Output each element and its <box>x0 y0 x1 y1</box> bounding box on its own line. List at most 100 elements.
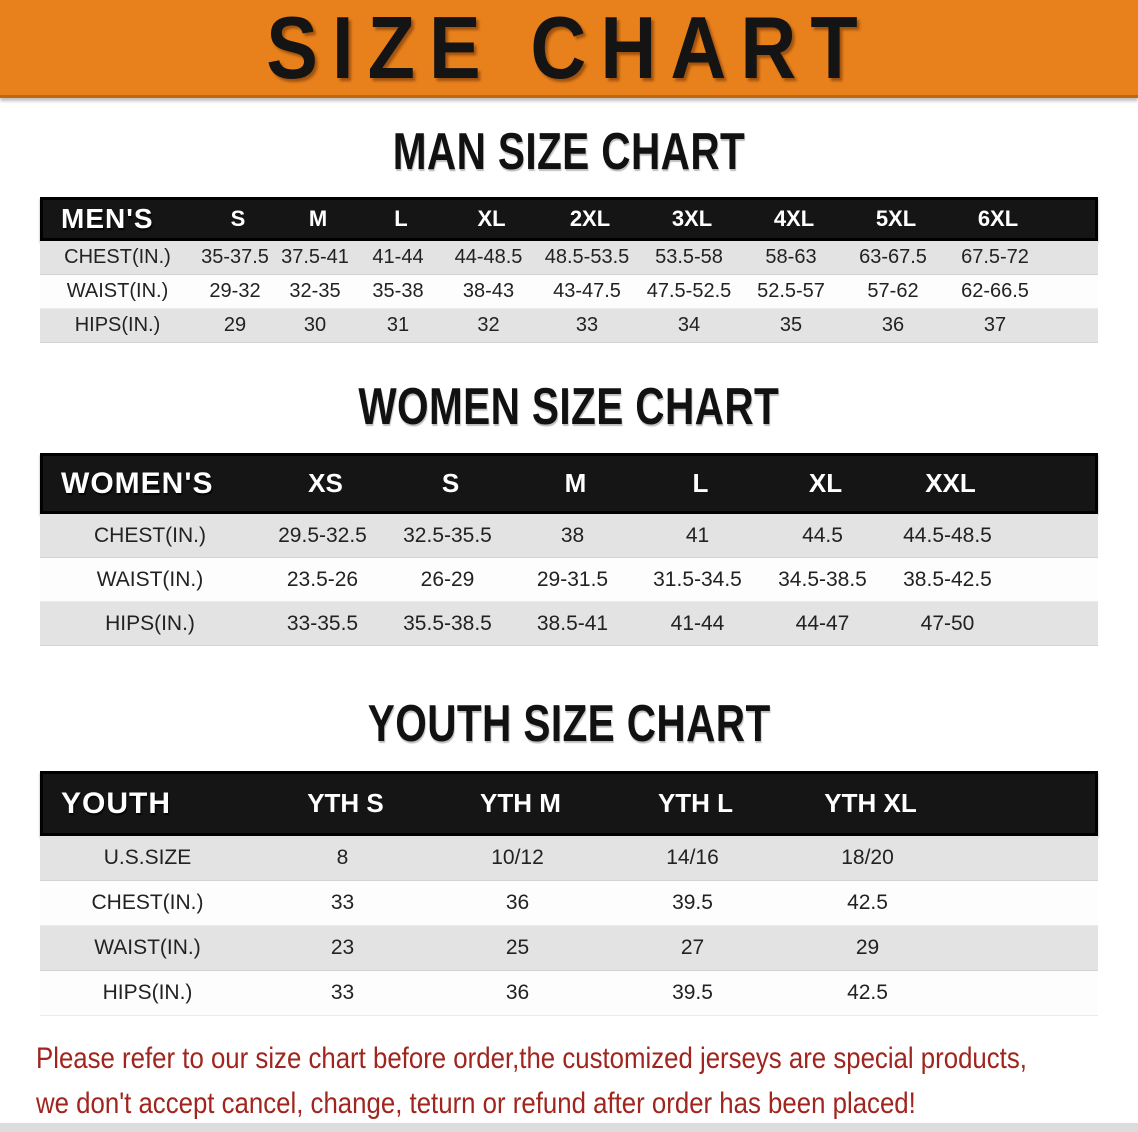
men-size-column-header: 4XL <box>773 206 815 231</box>
men-table-row: WAIST(IN.) 29-32 32-35 35-38 38-43 43-47.5 47.… <box>40 275 1098 309</box>
women-section-heading-text: WOMEN SIZE CHART <box>358 378 780 436</box>
youth-size-value: 10/12 <box>491 846 544 869</box>
men-table-header-row: MEN'S S M L XL 2XL 3XL 4XL 5XL 6XL <box>40 197 1098 241</box>
youth-size-value: 39.5 <box>672 981 713 1004</box>
men-size-value: 38-43 <box>462 280 515 302</box>
youth-table-header-row: YOUTH YTH S YTH M YTH L YTH XL <box>40 771 1098 836</box>
youth-table-row: HIPS(IN.) 33 36 39.5 42.5 <box>40 971 1098 1016</box>
women-size-column-header: XL <box>808 468 843 498</box>
women-size-value: 38.5-42.5 <box>903 567 992 591</box>
men-size-value: 30 <box>303 314 327 336</box>
youth-size-value: 29 <box>855 936 880 959</box>
notice-line-2: we don't accept cancel, change, teturn o… <box>36 1081 1128 1126</box>
men-size-value: 67.5-72 <box>961 246 1029 268</box>
women-size-table: WOMEN'S XS S M L XL XXL CHEST(IN.) 29.5-32.5 32.5… <box>40 453 1098 646</box>
men-size-value: 37.5-41 <box>281 246 349 268</box>
banner-title: SIZE CHART <box>266 0 872 97</box>
youth-size-value: 18/20 <box>841 846 894 869</box>
women-table-header-row: WOMEN'S XS S M L XL XXL <box>40 453 1098 514</box>
women-size-value: 44.5 <box>802 523 843 547</box>
youth-table-row: WAIST(IN.) 23 25 27 29 <box>40 926 1098 971</box>
women-size-column-header: XXL <box>925 468 976 498</box>
women-size-column-header: XS <box>308 468 343 498</box>
men-size-column-header: 3XL <box>671 206 713 231</box>
youth-size-value: 14/16 <box>666 846 719 869</box>
men-row-label: HIPS(IN.) <box>74 314 161 336</box>
youth-size-value: 36 <box>505 981 530 1004</box>
youth-size-value: 42.5 <box>847 981 888 1004</box>
women-size-value: 33-35.5 <box>286 611 359 635</box>
men-size-value: 34 <box>677 314 701 336</box>
men-table-row: CHEST(IN.) 35-37.5 37.5-41 41-44 44-48.5 48.5… <box>40 241 1098 275</box>
men-size-value: 35 <box>779 314 803 336</box>
men-size-value: 53.5-58 <box>655 246 723 268</box>
footer-notice: Please refer to our size chart before or… <box>36 1036 1128 1126</box>
men-size-value: 52.5-57 <box>757 280 825 302</box>
women-size-column-header: S <box>441 468 460 498</box>
men-size-value: 32-35 <box>289 280 341 302</box>
men-size-value: 32 <box>477 314 500 336</box>
women-section-heading: WOMEN SIZE CHART <box>0 377 1138 437</box>
men-size-value: 47.5-52.5 <box>646 280 732 302</box>
youth-size-value: 8 <box>336 846 349 869</box>
women-size-value: 44.5-48.5 <box>903 523 992 547</box>
women-size-value: 29-31.5 <box>536 567 609 591</box>
men-size-column-header: 2XL <box>569 206 611 231</box>
notice-line-2-text: we don't accept cancel, change, teturn o… <box>36 1087 916 1120</box>
women-size-value: 47-50 <box>920 611 975 635</box>
youth-size-value: 42.5 <box>847 891 888 914</box>
men-size-value: 31 <box>386 314 410 336</box>
youth-size-column-header: YTH M <box>480 788 561 818</box>
men-size-value: 44-48.5 <box>454 246 523 268</box>
banner: SIZE CHART <box>0 0 1138 98</box>
men-size-value: 37 <box>983 314 1007 336</box>
women-size-column-header: L <box>692 468 709 498</box>
women-size-value: 38.5-41 <box>536 611 609 635</box>
bottom-edge-strip <box>0 1123 1138 1132</box>
women-size-column-header: M <box>564 468 587 498</box>
men-size-column-header: 5XL <box>875 206 917 231</box>
women-row-label: WAIST(IN.) <box>96 567 204 591</box>
women-table-row: WAIST(IN.) 23.5-26 26-29 29-31.5 31.5-34.5 34… <box>40 558 1098 602</box>
women-row-label: HIPS(IN.) <box>105 611 195 635</box>
women-table-row: HIPS(IN.) 33-35.5 35.5-38.5 38.5-41 41-44 44-… <box>40 602 1098 646</box>
women-size-value: 31.5-34.5 <box>653 567 742 591</box>
men-size-value: 29-32 <box>209 280 261 302</box>
women-size-value: 41 <box>685 523 710 547</box>
men-size-value: 62-66.5 <box>961 280 1029 302</box>
men-row-label: WAIST(IN.) <box>66 280 169 302</box>
women-table-title: WOMEN'S <box>61 466 214 500</box>
men-size-value: 43-47.5 <box>553 280 621 302</box>
men-size-value: 58-63 <box>765 246 817 268</box>
women-size-value: 34.5-38.5 <box>778 567 867 591</box>
men-size-table: MEN'S S M L XL 2XL 3XL 4XL 5XL 6XL CHEST(IN.) 35-37… <box>40 197 1098 343</box>
women-size-value: 26-29 <box>420 567 475 591</box>
youth-row-label: U.S.SIZE <box>103 846 192 869</box>
youth-size-table: YOUTH YTH S YTH M YTH L YTH XL U.S.SIZE 8 10/12… <box>40 771 1098 1016</box>
men-size-value: 29 <box>223 314 247 336</box>
youth-row-label: HIPS(IN.) <box>102 981 193 1004</box>
women-table-row: CHEST(IN.) 29.5-32.5 32.5-35.5 38 41 44.5 44.5… <box>40 514 1098 558</box>
men-size-column-header: 6XL <box>977 206 1019 231</box>
men-row-label: CHEST(IN.) <box>64 246 171 268</box>
men-size-value: 35-37.5 <box>201 246 269 268</box>
youth-size-value: 23 <box>330 936 355 959</box>
women-size-value: 29.5-32.5 <box>278 523 367 547</box>
youth-size-column-header: YTH L <box>657 788 734 818</box>
men-size-column-header: S <box>230 206 246 231</box>
men-size-value: 36 <box>881 314 905 336</box>
women-size-value: 35.5-38.5 <box>403 611 492 635</box>
men-size-value: 33 <box>575 314 599 336</box>
women-size-value: 32.5-35.5 <box>403 523 492 547</box>
youth-size-value: 33 <box>330 981 355 1004</box>
men-size-column-header: XL <box>477 206 506 231</box>
women-size-value: 41-44 <box>670 611 725 635</box>
men-section-heading-text: MAN SIZE CHART <box>392 123 746 181</box>
women-size-value: 38 <box>560 523 585 547</box>
men-size-column-header: M <box>308 206 328 231</box>
youth-row-label: CHEST(IN.) <box>91 891 204 914</box>
youth-table-row: U.S.SIZE 8 10/12 14/16 18/20 <box>40 836 1098 881</box>
youth-size-value: 39.5 <box>672 891 713 914</box>
youth-table-title: YOUTH <box>61 786 171 820</box>
